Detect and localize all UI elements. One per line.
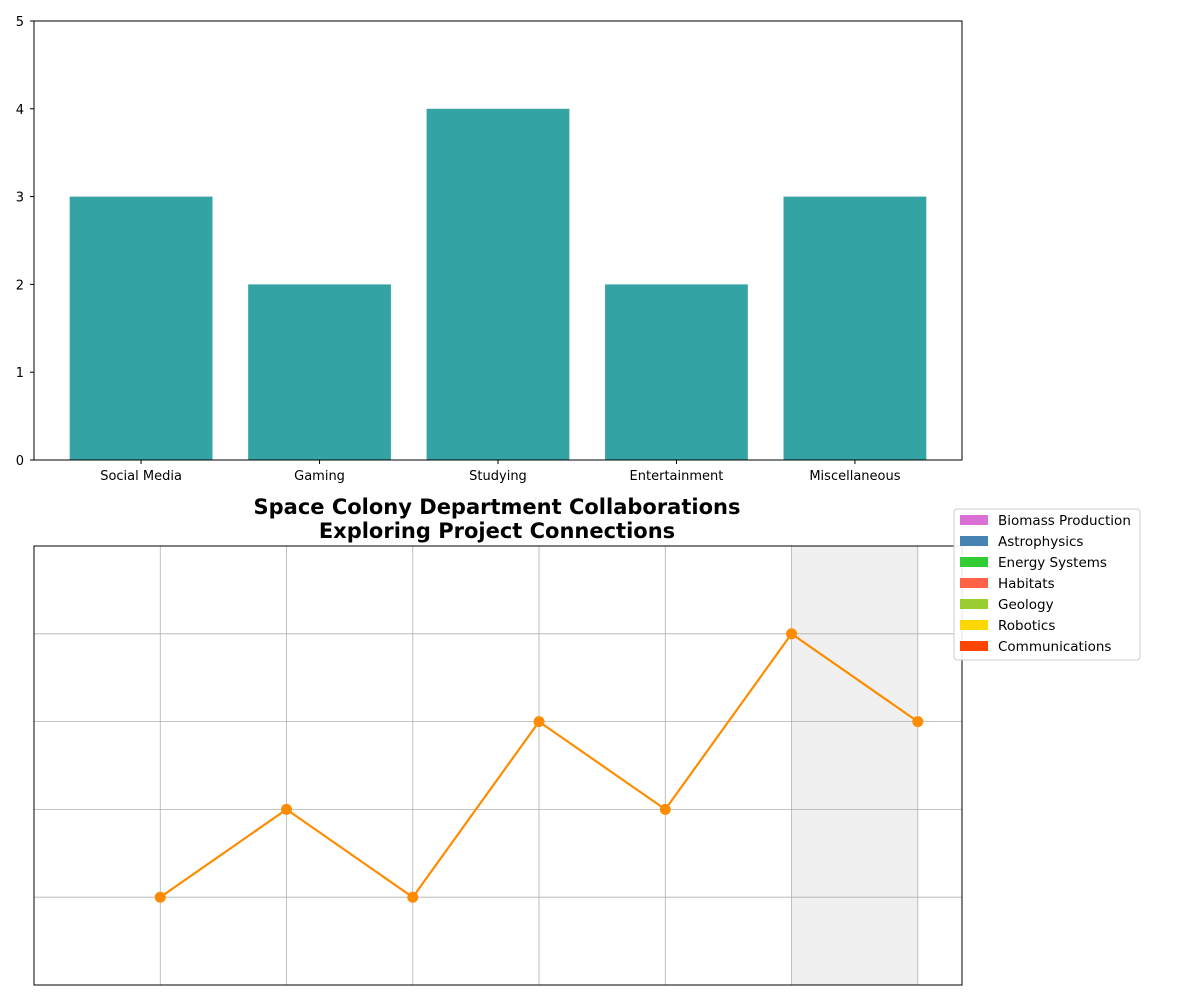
legend-box (953, 508, 1141, 661)
bar-x-tick-label-entertainment: Entertainment (630, 469, 724, 484)
legend-label-astrophysics: Astrophysics (998, 534, 1083, 550)
legend-swatch-geology (960, 599, 988, 609)
bar-y-tick-label-4: 4 (16, 103, 24, 118)
bar-chart: 0 1 2 3 4 5 Social Media Gaming Studying Enterta… (16, 15, 963, 484)
legend-swatch-energy-systems (960, 557, 988, 567)
legend-swatch-habitats (960, 578, 988, 588)
highlight-span (791, 546, 918, 985)
line-chart: Space Colony Department Collaborations E… (33, 495, 963, 986)
bar-x-tick-label-social-media: Social Media (100, 469, 182, 484)
line-plot-frame (33, 545, 963, 986)
line-grid (34, 546, 962, 985)
bar-y-tick-label-0: 0 (16, 454, 24, 469)
series-point-7 (912, 716, 924, 728)
bar-x-tick-label-miscellaneous: Miscellaneous (809, 469, 900, 484)
bar-y-axis: 0 1 2 3 4 5 (16, 15, 34, 469)
series-point-4 (533, 716, 545, 728)
bar-miscellaneous (783, 196, 927, 460)
series-point-3 (407, 891, 419, 903)
bar-x-tick-label-studying: Studying (469, 469, 527, 484)
legend-label-geology: Geology (998, 597, 1054, 613)
bar-x-tick-label-gaming: Gaming (294, 469, 345, 484)
bar-y-tick-label-3: 3 (16, 191, 24, 206)
bars (69, 108, 927, 461)
bar-gaming (248, 284, 391, 460)
bar-entertainment (605, 284, 748, 460)
series-points (154, 628, 924, 903)
line-chart-title-line1: Space Colony Department Collaborations (254, 495, 741, 519)
legend-swatch-robotics (960, 620, 988, 630)
legend-label-robotics: Robotics (998, 618, 1055, 634)
bar-studying (426, 108, 570, 461)
legend-label-communications: Communications (998, 639, 1111, 655)
legend-swatch-biomass-production (960, 515, 988, 525)
bar-y-tick-label-2: 2 (16, 278, 24, 293)
legend-swatch-communications (960, 641, 988, 651)
series-point-5 (659, 803, 671, 815)
bar-plot-frame (33, 20, 963, 461)
legend-swatch-astrophysics (960, 536, 988, 546)
bar-y-tick-label-5: 5 (16, 15, 24, 30)
bar-social-media (69, 196, 213, 460)
legend-label-biomass-production: Biomass Production (998, 513, 1131, 529)
legend-label-habitats: Habitats (998, 576, 1055, 592)
bar-y-tick-label-1: 1 (16, 366, 24, 381)
series-point-6 (786, 628, 798, 640)
legend-label-energy-systems: Energy Systems (998, 555, 1107, 571)
series-point-1 (154, 891, 166, 903)
series-point-2 (281, 803, 293, 815)
bar-x-axis: Social Media Gaming Studying Entertainment M… (100, 460, 901, 484)
line-chart-title-line2: Exploring Project Connections (319, 519, 675, 543)
legend: Biomass Production Astrophysics Energy Sys… (953, 508, 1141, 661)
legend-items: Biomass Production Astrophysics Energy Sys… (960, 513, 1131, 655)
